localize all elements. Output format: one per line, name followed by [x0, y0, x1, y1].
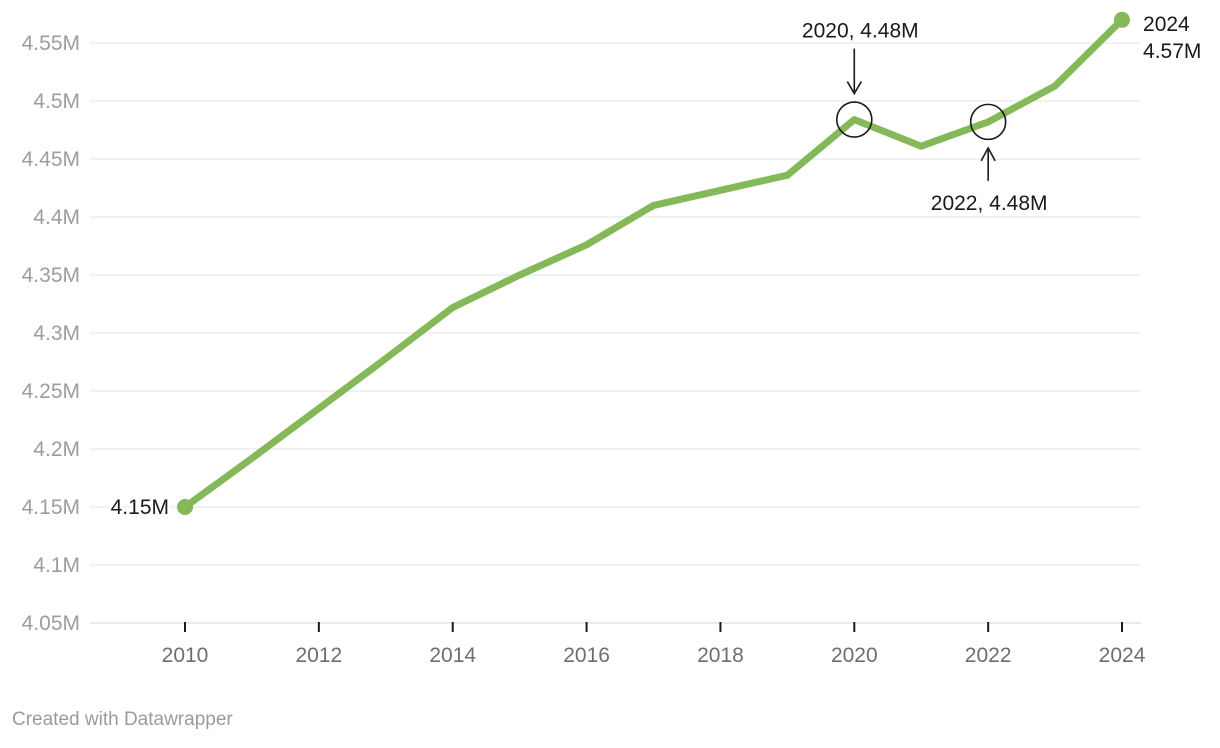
datawrapper-attribution-link[interactable]: Created with Datawrapper [12, 709, 233, 730]
y-axis-tick-label: 4.5M [33, 90, 80, 113]
x-axis-tick-label: 2020 [831, 644, 878, 667]
point-value-label: 2024 [1143, 13, 1190, 36]
y-axis-tick-label: 4.1M [33, 554, 80, 577]
y-axis-tick-label: 4.05M [22, 612, 80, 635]
x-axis-tick-label: 2024 [1099, 644, 1146, 667]
y-axis-tick-label: 4.4M [33, 206, 80, 229]
point-value-label: 4.57M [1143, 40, 1201, 63]
annotation-arrowhead-up [980, 146, 996, 162]
data-point-marker [1114, 11, 1131, 28]
y-axis-tick-label: 4.3M [33, 322, 80, 345]
x-axis-tick-label: 2010 [162, 644, 209, 667]
annotation-circle [835, 101, 873, 138]
y-axis-tick-label: 4.55M [22, 32, 80, 55]
y-axis-tick-label: 4.15M [22, 496, 80, 519]
y-axis-tick-label: 4.35M [22, 264, 80, 287]
annotation-circle [969, 103, 1007, 141]
y-axis-tick-label: 4.45M [22, 148, 80, 171]
line-chart-canvas: 4.55M 4.5M 4.45M 4.4M 4.35M 4.3M 4.25M 4.2M 4.15… [21, 11, 1202, 667]
data-point-marker [177, 499, 193, 515]
data-line [181, 16, 1126, 511]
x-axis-tick-label: 2022 [965, 644, 1012, 667]
annotation-text: 2022, 4.48M [931, 192, 1048, 215]
annotation-arrowhead-down [846, 81, 862, 96]
annotation-text: 2020, 4.48M [802, 20, 919, 43]
x-axis-tick-label: 2012 [296, 644, 343, 667]
x-axis-tick-label: 2018 [697, 644, 744, 667]
x-axis-tick-label: 2014 [429, 644, 476, 667]
y-axis-tick-label: 4.2M [33, 438, 80, 461]
point-value-label: 4.15M [111, 496, 169, 519]
y-axis-tick-label: 4.25M [22, 380, 80, 403]
x-axis-tick-label: 2016 [563, 644, 610, 667]
